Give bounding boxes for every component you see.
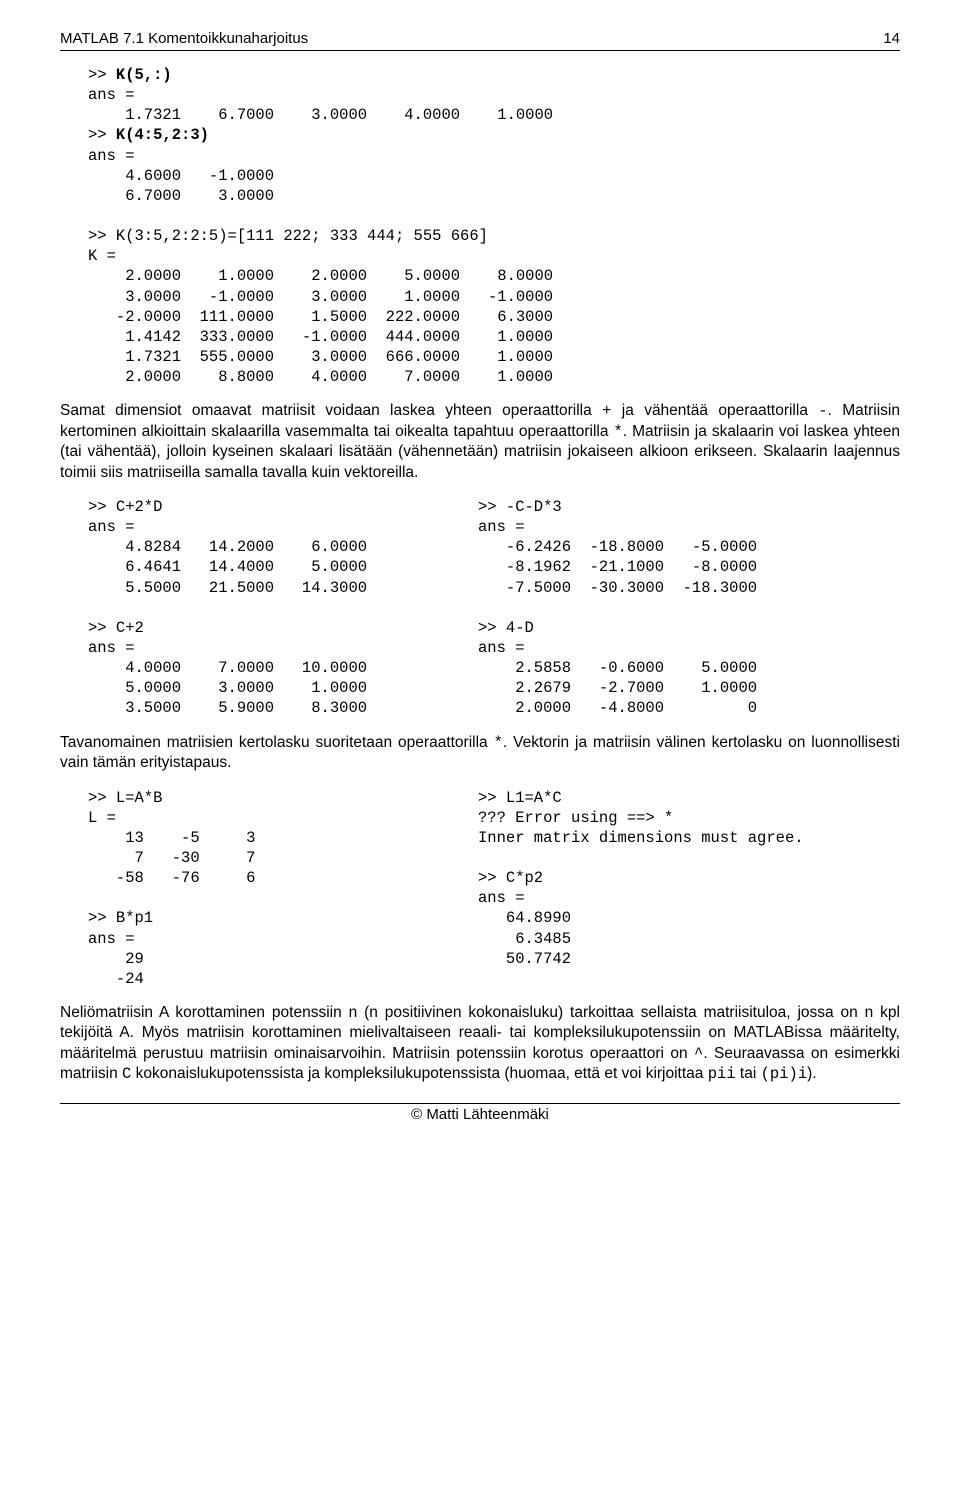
output: 4.8284 14.2000 6.0000 bbox=[88, 538, 367, 556]
plus-op: + bbox=[602, 402, 611, 420]
code-right: >> L1=A*C ??? Error using ==> * Inner ma… bbox=[478, 788, 900, 989]
output: 5.5000 21.5000 14.3000 bbox=[88, 579, 367, 597]
output: -7.5000 -30.3000 -18.3000 bbox=[478, 579, 757, 597]
command: C+2*D bbox=[116, 498, 163, 516]
output: -24 bbox=[88, 970, 144, 988]
paragraph-1: Samat dimensiot omaavat matriisit voidaa… bbox=[60, 401, 900, 483]
code-left: >> C+2*D ans = 4.8284 14.2000 6.0000 6.4… bbox=[88, 497, 478, 719]
code-right: >> -C-D*3 ans = -6.2426 -18.8000 -5.0000… bbox=[478, 497, 900, 719]
page-header: MATLAB 7.1 Komentoikkunaharjoitus 14 bbox=[60, 30, 900, 51]
output: 6.3485 bbox=[478, 930, 571, 948]
page-footer: © Matti Lähteenmäki bbox=[60, 1103, 900, 1123]
output: 7 -30 7 bbox=[88, 849, 255, 867]
star-op: * bbox=[613, 423, 622, 441]
prompt: >> bbox=[88, 909, 116, 927]
error: Inner matrix dimensions must agree. bbox=[478, 829, 804, 847]
prompt: >> bbox=[88, 66, 116, 84]
output: 3.5000 5.9000 8.3000 bbox=[88, 699, 367, 717]
output: 29 bbox=[88, 950, 144, 968]
output: ans = bbox=[88, 518, 135, 536]
prompt: >> bbox=[88, 619, 116, 637]
mono-pi-i: (pi)i bbox=[761, 1065, 808, 1083]
output: L = bbox=[88, 809, 116, 827]
output: 3.0000 -1.0000 3.0000 1.0000 -1.0000 bbox=[88, 288, 553, 306]
output: ans = bbox=[88, 930, 135, 948]
output: ans = bbox=[478, 518, 525, 536]
command: 4-D bbox=[506, 619, 534, 637]
prompt: >> bbox=[478, 498, 506, 516]
output: -8.1962 -21.1000 -8.0000 bbox=[478, 558, 757, 576]
output: 1.4142 333.0000 -1.0000 444.0000 1.0000 bbox=[88, 328, 553, 346]
command: K(4:5,2:3) bbox=[116, 126, 209, 144]
prompt: >> bbox=[478, 619, 506, 637]
text: Tavanomainen matriisien kertolasku suori… bbox=[60, 734, 494, 751]
command: C*p2 bbox=[506, 869, 543, 887]
output: 1.7321 555.0000 3.0000 666.0000 1.0000 bbox=[88, 348, 553, 366]
output: ans = bbox=[478, 889, 525, 907]
header-title: MATLAB 7.1 Komentoikkunaharjoitus bbox=[60, 30, 308, 47]
output: 13 -5 3 bbox=[88, 829, 255, 847]
output: -58 -76 6 bbox=[88, 869, 255, 887]
output: 2.0000 1.0000 2.0000 5.0000 8.0000 bbox=[88, 267, 553, 285]
command-line: >> K(3:5,2:2:5)=[111 222; 333 444; 555 6… bbox=[88, 227, 488, 245]
text: ). bbox=[807, 1065, 816, 1082]
output: -6.2426 -18.8000 -5.0000 bbox=[478, 538, 757, 556]
code-block-2: >> C+2*D ans = 4.8284 14.2000 6.0000 6.4… bbox=[88, 497, 900, 719]
output: 2.0000 8.8000 4.0000 7.0000 1.0000 bbox=[88, 368, 553, 386]
prompt: >> bbox=[88, 789, 116, 807]
output: 2.0000 -4.8000 0 bbox=[478, 699, 757, 717]
code-block-3: >> L=A*B L = 13 -5 3 7 -30 7 -58 -76 6 >… bbox=[88, 788, 900, 989]
output: K = bbox=[88, 247, 116, 265]
output: 2.2679 -2.7000 1.0000 bbox=[478, 679, 757, 697]
prompt: >> bbox=[88, 498, 116, 516]
error: ??? Error using ==> * bbox=[478, 809, 673, 827]
star-op: * bbox=[494, 734, 503, 752]
output: 1.7321 6.7000 3.0000 4.0000 1.0000 bbox=[88, 106, 553, 124]
command: -C-D*3 bbox=[506, 498, 562, 516]
output: 64.8990 bbox=[478, 909, 571, 927]
output: ans = bbox=[88, 86, 135, 104]
mono-pii: pii bbox=[708, 1065, 736, 1083]
command: C+2 bbox=[116, 619, 144, 637]
output: -2.0000 111.0000 1.5000 222.0000 6.3000 bbox=[88, 308, 553, 326]
footer-text: © Matti Lähteenmäki bbox=[411, 1106, 549, 1123]
output: 2.5858 -0.6000 5.0000 bbox=[478, 659, 757, 677]
code-left: >> L=A*B L = 13 -5 3 7 -30 7 -58 -76 6 >… bbox=[88, 788, 478, 989]
prompt: >> bbox=[88, 126, 116, 144]
output: 50.7742 bbox=[478, 950, 571, 968]
code-block-1: >> K(5,:) ans = 1.7321 6.7000 3.0000 4.0… bbox=[88, 65, 900, 387]
output: 5.0000 3.0000 1.0000 bbox=[88, 679, 367, 697]
output: 6.7000 3.0000 bbox=[88, 187, 274, 205]
page-number: 14 bbox=[883, 30, 900, 47]
output: 4.6000 -1.0000 bbox=[88, 167, 274, 185]
output: ans = bbox=[88, 639, 135, 657]
command: K(5,:) bbox=[116, 66, 172, 84]
text: Samat dimensiot omaavat matriisit voidaa… bbox=[60, 402, 602, 419]
text: ja vähentää operaattorilla bbox=[611, 402, 818, 419]
output: ans = bbox=[88, 147, 135, 165]
text: kokonaislukupotenssista ja kompleksiluku… bbox=[131, 1065, 707, 1082]
minus-op: - bbox=[818, 402, 827, 420]
command: L1=A*C bbox=[506, 789, 562, 807]
command: B*p1 bbox=[116, 909, 153, 927]
paragraph-3: Neliömatriisin A korottaminen potenssiin… bbox=[60, 1003, 900, 1085]
caret-op: ^ bbox=[694, 1045, 703, 1063]
command: L=A*B bbox=[116, 789, 163, 807]
prompt: >> bbox=[478, 869, 506, 887]
output: 4.0000 7.0000 10.0000 bbox=[88, 659, 367, 677]
page: MATLAB 7.1 Komentoikkunaharjoitus 14 >> … bbox=[0, 0, 960, 1143]
text: tai bbox=[736, 1065, 761, 1082]
paragraph-2: Tavanomainen matriisien kertolasku suori… bbox=[60, 733, 900, 774]
prompt: >> bbox=[478, 789, 506, 807]
output: 6.4641 14.4000 5.0000 bbox=[88, 558, 367, 576]
mono-c: C bbox=[122, 1065, 131, 1083]
output: ans = bbox=[478, 639, 525, 657]
